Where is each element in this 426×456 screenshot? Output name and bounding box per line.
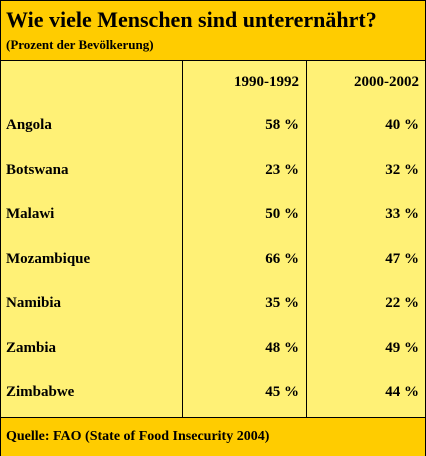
- row-label: Angola: [6, 117, 52, 133]
- row-label: Malawi: [6, 206, 55, 222]
- table-cell: 32 %: [385, 162, 419, 178]
- footer-band: Quelle: FAO (State of Food Insecurity 20…: [1, 417, 425, 456]
- table-cell: 45 %: [265, 384, 299, 400]
- row-label: Namibia: [6, 295, 62, 311]
- table-cell: 47 %: [385, 251, 419, 267]
- column-header-2000-2002: 2000-2002: [354, 74, 419, 90]
- column-divider: [182, 60, 183, 417]
- chart-subtitle: (Prozent der Bevölkerung): [6, 37, 154, 52]
- table-cell: 35 %: [265, 295, 299, 311]
- table-cell: 50 %: [265, 206, 299, 222]
- row-label: Zambia: [6, 340, 57, 356]
- table-cell: 66 %: [265, 251, 299, 267]
- table-cell: 48 %: [265, 340, 299, 356]
- table-cell: 33 %: [385, 206, 419, 222]
- table-cell: 44 %: [385, 384, 419, 400]
- column-divider: [306, 60, 307, 417]
- source-note: Quelle: FAO (State of Food Insecurity 20…: [6, 429, 270, 444]
- table-cell: 49 %: [385, 340, 419, 356]
- table-cell: 23 %: [265, 162, 299, 178]
- column-header-1990-1992: 1990-1992: [234, 74, 299, 90]
- chart-title: Wie viele Menschen sind unterernährt?: [6, 7, 377, 32]
- header-band: Wie viele Menschen sind unterernährt? (P…: [1, 1, 425, 61]
- table-cell: 40 %: [385, 117, 419, 133]
- row-label: Mozambique: [6, 251, 91, 267]
- row-label: Zimbabwe: [6, 384, 75, 400]
- row-label: Botswana: [6, 162, 69, 178]
- table-cell: 22 %: [385, 295, 419, 311]
- table-cell: 58 %: [265, 117, 299, 133]
